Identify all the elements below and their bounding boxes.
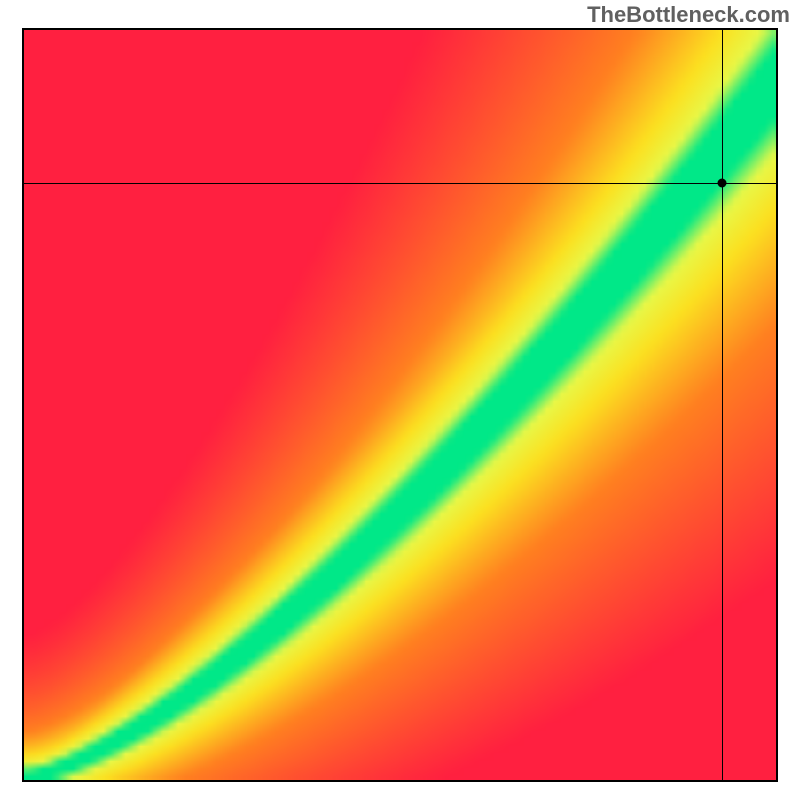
watermark-text: TheBottleneck.com	[587, 2, 790, 28]
crosshair-vertical-line	[722, 30, 723, 780]
crosshair-marker-dot	[717, 179, 726, 188]
bottleneck-heatmap	[22, 28, 778, 782]
crosshair-horizontal-line	[24, 183, 776, 184]
heatmap-canvas	[24, 30, 776, 780]
